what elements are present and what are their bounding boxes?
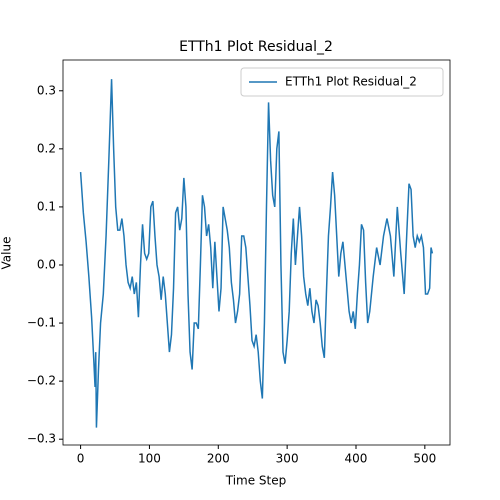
x-tick-label: 0 <box>77 452 85 466</box>
chart-title: ETTh1 Plot Residual_2 <box>179 39 333 55</box>
y-tick-label: −0.3 <box>27 432 56 446</box>
x-tick-label: 300 <box>276 452 299 466</box>
y-tick-label: −0.1 <box>27 316 56 330</box>
data-line <box>79 79 434 428</box>
x-tick-label: 400 <box>345 452 368 466</box>
x-tick-label: 200 <box>207 452 230 466</box>
legend-box <box>240 67 444 97</box>
x-axis-label: Time Step <box>225 474 287 488</box>
y-axis-label: Value <box>0 237 14 270</box>
legend-label: ETTh1 Plot Residual_2 <box>285 75 417 89</box>
x-tick-label: 100 <box>138 452 161 466</box>
plot-frame <box>62 59 451 446</box>
y-tick-label: 0.1 <box>37 199 56 213</box>
y-tick-label: 0.2 <box>37 141 56 155</box>
y-tick-label: 0.0 <box>37 257 56 271</box>
x-tick-label: 500 <box>413 452 436 466</box>
y-tick-label: −0.2 <box>27 374 56 388</box>
y-tick-label: 0.3 <box>37 83 56 97</box>
